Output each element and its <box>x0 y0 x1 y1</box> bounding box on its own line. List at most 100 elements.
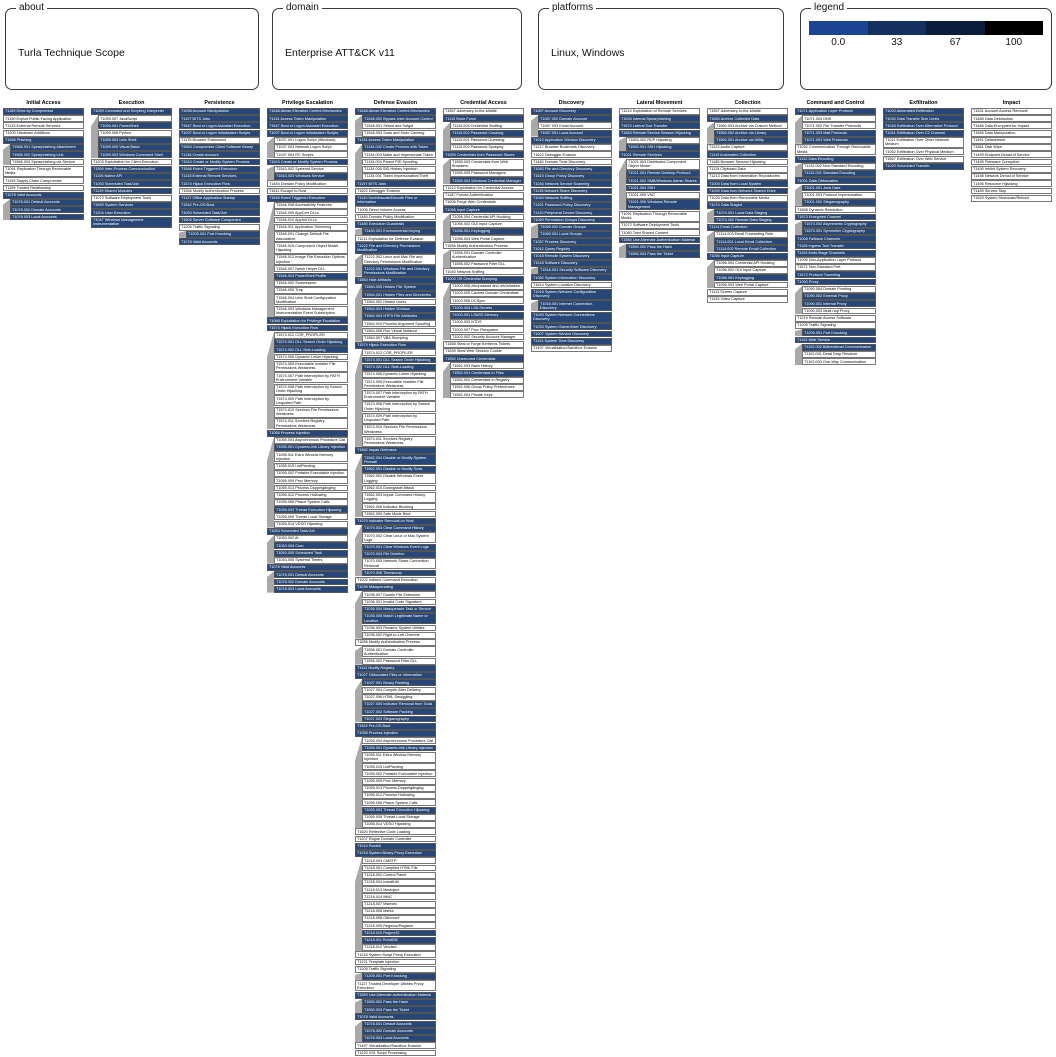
technique-cell[interactable]: T1185 Browser Session Hijacking <box>707 158 788 166</box>
technique-cell[interactable]: T1090 Proxy <box>795 278 876 286</box>
technique-cell[interactable]: T1053 Scheduled Task/Job <box>91 180 172 188</box>
subtechnique-cell[interactable]: T1055.011 Extra Window Memory Injection <box>362 751 436 763</box>
technique-cell[interactable]: T1189 Drive-by Compromise <box>3 108 84 115</box>
subtechnique-cell[interactable]: T1562.002 Disable Windows Event Logging <box>362 473 436 485</box>
technique-cell[interactable]: T1542 Pre-OS Boot <box>179 202 260 209</box>
subtechnique-cell[interactable]: T1055.004 Asynchronous Procedure Call <box>362 737 436 745</box>
technique-cell[interactable]: T1037 Boot or Logon Initialization Scrip… <box>179 129 260 137</box>
technique-cell[interactable]: T1554 Compromise Client Software Binary <box>179 144 260 152</box>
subtechnique-cell[interactable]: T1055.009 Proc Memory <box>274 477 348 485</box>
subtechnique-cell[interactable]: T1036.004 Masquerade Task or Service <box>362 605 436 613</box>
subtechnique-cell[interactable]: T1074.002 Remote Data Staging <box>714 216 788 224</box>
subtechnique-cell[interactable]: T1059.003 Windows Command Shell <box>98 151 172 159</box>
technique-cell[interactable]: T1213 Data from Information Repositories <box>707 173 788 180</box>
technique-cell[interactable]: T1220 XSL Script Processing <box>355 1049 436 1057</box>
subtechnique-cell[interactable]: T1574.006 Dynamic Linker Hijacking <box>362 370 436 378</box>
technique-cell[interactable]: T1573 Encrypted Channel <box>795 213 876 221</box>
subtechnique-cell[interactable]: T1110.001 Password Guessing <box>450 136 524 144</box>
subtechnique-cell[interactable]: T1574.002 DLL Side-Loading <box>362 363 436 371</box>
subtechnique-cell[interactable]: T1574.001 DLL Search Order Hijacking <box>362 356 436 364</box>
technique-cell[interactable]: T1110 Brute Force <box>443 115 524 123</box>
subtechnique-cell[interactable]: T1053.005 Scheduled Task <box>274 549 348 557</box>
subtechnique-cell[interactable]: T1090.001 Internal Proxy <box>802 300 876 308</box>
technique-cell[interactable]: T1218 System Binary Proxy Execution <box>355 850 436 857</box>
subtechnique-cell[interactable]: T1056.003 Web Portal Capture <box>450 235 524 243</box>
technique-cell[interactable]: T1489 Service Stop <box>971 187 1052 195</box>
subtechnique-cell[interactable]: T1218.010 Regsvr32 <box>362 929 436 937</box>
technique-cell[interactable]: T1560 Archive Collected Data <box>707 115 788 123</box>
technique-cell[interactable]: T1135 Network Share Discovery <box>531 187 612 195</box>
subtechnique-cell[interactable]: T1059.004 Unix Shell <box>98 136 172 144</box>
subtechnique-cell[interactable]: T1518.001 Security Software Discovery <box>538 267 612 274</box>
technique-cell[interactable]: T1498 Network Denial of Service <box>971 173 1052 180</box>
technique-cell[interactable]: T1068 Exploitation for Privilege Escalat… <box>267 317 348 325</box>
subtechnique-cell[interactable]: T1071.003 Mail Protocols <box>802 129 876 137</box>
subtechnique-cell[interactable]: T1021.001 Remote Desktop Protocol <box>626 170 700 177</box>
technique-cell[interactable]: T1053 Scheduled Task/Job <box>179 209 260 217</box>
technique-cell[interactable]: T1490 Inhibit System Recovery <box>971 165 1052 173</box>
subtechnique-cell[interactable]: T1001.002 Steganography <box>802 199 876 206</box>
subtechnique-cell[interactable]: T1003.008 /etc/passwd and /etc/shadow <box>450 282 524 290</box>
subtechnique-cell[interactable]: T1027.002 Software Packing <box>362 708 436 716</box>
subtechnique-cell[interactable]: T1548.001 Setuid and Setgid <box>362 122 436 130</box>
technique-cell[interactable]: T1557 Adversary-in-the-Middle <box>707 108 788 115</box>
technique-cell[interactable]: T1012 Query Registry <box>531 245 612 253</box>
technique-cell[interactable]: T1071 Application Layer Protocol <box>795 108 876 115</box>
technique-cell[interactable]: T1546 Event Triggered Execution <box>267 194 348 202</box>
technique-cell[interactable]: T1119 Automated Collection <box>707 151 788 159</box>
technique-cell[interactable]: T1056 Input Capture <box>707 252 788 260</box>
technique-cell[interactable]: T1114 Email Collection <box>707 223 788 231</box>
subtechnique-cell[interactable]: T1562.001 Disable or Modify Tools <box>362 465 436 473</box>
technique-cell[interactable]: T1219 Remote Access Software <box>795 314 876 322</box>
technique-cell[interactable]: T1033 System Owner/User Discovery <box>531 323 612 331</box>
technique-cell[interactable]: T1204 User Execution <box>91 209 172 217</box>
subtechnique-cell[interactable]: T1114.001 Local Email Collection <box>714 238 788 246</box>
subtechnique-cell[interactable]: T1555.005 Password Managers <box>450 170 524 177</box>
subtechnique-cell[interactable]: T1056.002 GUI Input Capture <box>714 267 788 274</box>
subtechnique-cell[interactable]: T1036.001 Invalid Code Signature <box>362 598 436 606</box>
subtechnique-cell[interactable]: T1053.003 Cron <box>274 542 348 550</box>
subtechnique-cell[interactable]: T1055.001 Dynamic-link Library Injection <box>274 444 348 451</box>
technique-cell[interactable]: T1069 Permission Groups Discovery <box>531 216 612 224</box>
technique-cell[interactable]: T1078 Valid Accounts <box>267 564 348 571</box>
subtechnique-cell[interactable]: T1573.002 Asymmetric Cryptography <box>802 220 876 228</box>
technique-cell[interactable]: T1201 Password Policy Discovery <box>531 202 612 209</box>
subtechnique-cell[interactable]: T1564.002 Hidden Users <box>362 298 436 306</box>
technique-cell[interactable]: T1052 Exfiltration Over Physical Medium <box>883 148 964 156</box>
subtechnique-cell[interactable]: T1036.002 Right-to-Left Override <box>362 631 436 639</box>
subtechnique-cell[interactable]: T1222.002 Linux and Mac File and Directo… <box>362 253 436 266</box>
subtechnique-cell[interactable]: T1550.002 Pass the Hash <box>362 999 436 1006</box>
technique-cell[interactable]: T1057 Process Discovery <box>531 238 612 246</box>
subtechnique-cell[interactable]: T1555.003 Credentials from Web Browsers <box>450 158 524 170</box>
subtechnique-cell[interactable]: T1055.013 Process Doppelgänging <box>362 784 436 792</box>
technique-cell[interactable]: T1558 Steal or Forge Kerberos Tickets <box>443 340 524 348</box>
subtechnique-cell[interactable]: T1480.001 Environmental Keying <box>362 228 436 235</box>
technique-cell[interactable]: T1133 External Remote Services <box>179 173 260 180</box>
subtechnique-cell[interactable]: T1078.001 Default Accounts <box>274 571 348 579</box>
technique-cell[interactable]: T1620 Reflective Code Loading <box>355 828 436 836</box>
subtechnique-cell[interactable]: T1543.003 Windows Service <box>274 173 348 180</box>
subtechnique-cell[interactable]: T1090.002 External Proxy <box>802 293 876 300</box>
technique-cell[interactable]: T1572 Protocol Tunneling <box>795 271 876 279</box>
subtechnique-cell[interactable]: T1546.003 Windows Management Instrumenta… <box>274 305 348 317</box>
technique-cell[interactable]: T1568 Dynamic Resolution <box>795 206 876 214</box>
subtechnique-cell[interactable]: T1574.001 DLL Search Order Hijacking <box>274 339 348 346</box>
technique-cell[interactable]: T1482 Domain Trust Discovery <box>531 158 612 166</box>
technique-cell[interactable]: T1202 Indirect Command Execution <box>355 576 436 584</box>
tactic-header[interactable]: Collection <box>734 100 761 106</box>
subtechnique-cell[interactable]: T1218.003 CMSTP <box>362 857 436 865</box>
subtechnique-cell[interactable]: T1546.010 AppInit DLLs <box>274 216 348 224</box>
subtechnique-cell[interactable]: T1087.003 Email Account <box>538 122 612 130</box>
technique-cell[interactable]: T1199 Trusted Relationship <box>3 184 84 192</box>
subtechnique-cell[interactable]: T1016.001 Internet Connection Discovery <box>538 300 612 312</box>
technique-cell[interactable]: T1550 Use Alternate Authentication Mater… <box>355 991 436 999</box>
subtechnique-cell[interactable]: T1055.011 Extra Window Memory Injection <box>274 451 348 463</box>
subtechnique-cell[interactable]: T1574.009 Path Interception by Unquoted … <box>274 395 348 407</box>
subtechnique-cell[interactable]: T1078.001 Default Accounts <box>362 1020 436 1028</box>
subtechnique-cell[interactable]: T1055.005 Thread Local Storage <box>274 513 348 521</box>
technique-cell[interactable]: T1561 Disk Wipe <box>971 144 1052 152</box>
subtechnique-cell[interactable]: T1566.003 Spearphishing via Service <box>10 158 84 166</box>
technique-cell[interactable]: T1007 System Service Discovery <box>531 330 612 338</box>
subtechnique-cell[interactable]: T1021.003 Distributed Component Object M… <box>626 158 700 170</box>
subtechnique-cell[interactable]: T1087.001 Local Account <box>538 129 612 137</box>
